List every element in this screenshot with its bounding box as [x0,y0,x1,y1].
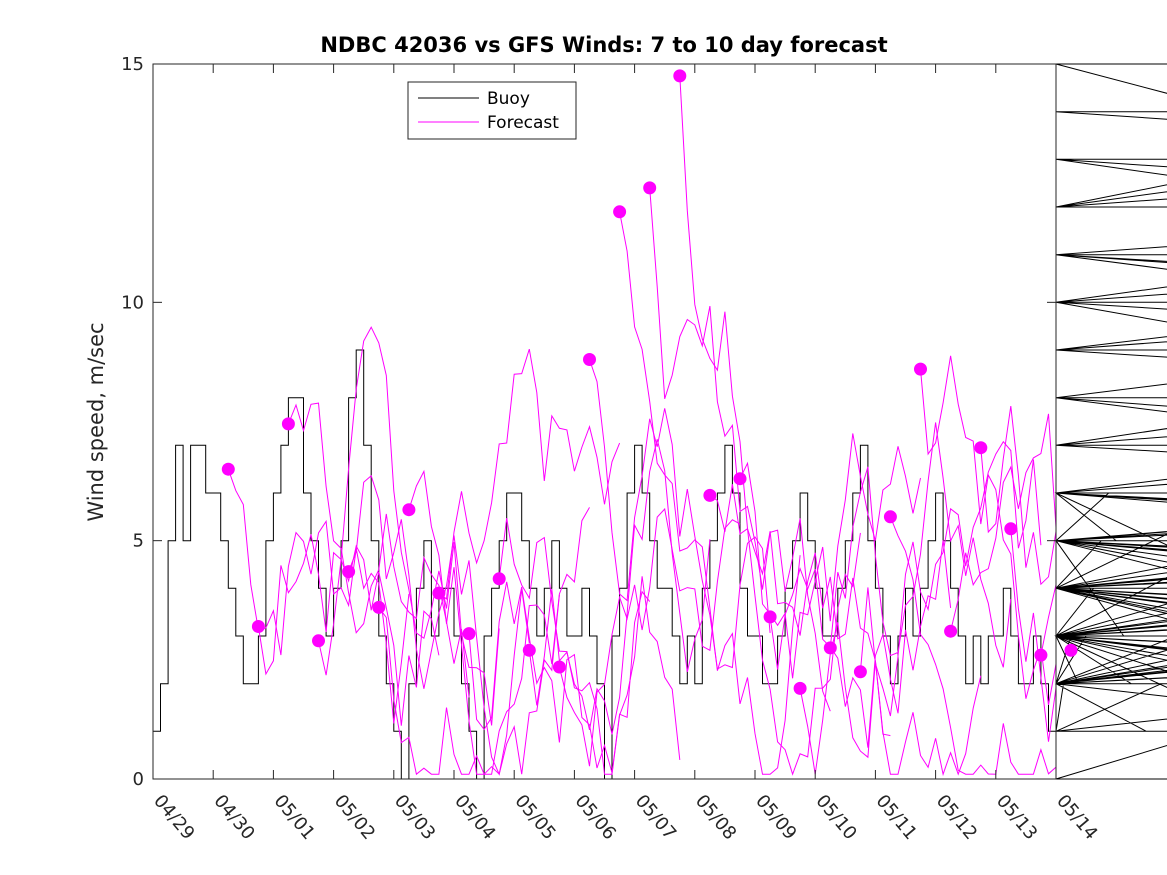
forecast-series [227,75,1057,777]
legend: Buoy Forecast [407,81,577,140]
forecast-line [589,359,771,670]
forecast-marker [221,462,235,476]
forecast-line [920,355,1057,705]
forecast-marker [613,205,627,219]
forecast-marker [492,572,506,586]
legend-forecast-label: Forecast [487,113,559,133]
forecast-line [709,484,891,737]
buoy-line [153,63,1167,780]
forecast-marker [432,586,446,600]
forecast-line [950,413,1057,632]
forecast-line [378,594,560,776]
forecast-line [1010,528,1057,742]
forecast-line [408,469,590,775]
forecast-marker [944,624,958,638]
forecast-line [438,348,621,600]
forecast-line [829,422,1012,668]
forecast-line [318,326,500,726]
forecast-marker [552,660,566,674]
forecast-marker [914,362,927,376]
forecast-marker [1034,648,1048,662]
forecast-marker [372,600,386,614]
forecast-line [649,187,831,712]
y-tick-label: 10 [121,292,144,313]
plot-frame [152,63,1057,780]
forecast-line [619,211,801,775]
forecast-marker [312,634,325,648]
forecast-marker [462,627,476,641]
forecast-line [257,534,440,726]
forecast-marker [883,510,897,524]
forecast-markers [221,69,1078,695]
y-tick-label: 0 [133,769,144,790]
forecast-marker [251,620,265,633]
y-axis-label: Wind speed, m/sec [84,322,108,521]
forecast-marker [763,610,777,624]
forecast-marker [342,565,356,579]
forecast-marker [583,353,596,366]
forecast-line [287,402,470,698]
forecast-marker [703,488,717,502]
forecast-marker [733,472,747,486]
forecast-marker [974,441,988,455]
forecast-line [889,516,1057,775]
forecast-marker [1064,643,1078,657]
buoy-series [153,63,1167,780]
chart-title: NDBC 42036 vs GFS Winds: 7 to 10 day for… [320,33,887,57]
forecast-line [498,518,681,775]
forecast-marker [793,681,807,695]
forecast-marker [643,181,657,195]
forecast-marker [1004,522,1018,536]
forecast-line [980,406,1057,586]
forecast-marker [853,665,867,679]
forecast-line [769,540,952,748]
legend-buoy-label: Buoy [487,89,530,109]
forecast-line [679,75,861,776]
forecast-line [1040,584,1057,656]
forecast-marker [402,503,416,517]
legend-box [407,81,577,140]
forecast-marker [673,69,687,83]
forecast-marker [281,417,295,431]
forecast-marker [823,641,837,655]
y-tick-label: 15 [121,54,144,75]
forecast-line [558,507,741,767]
forecast-line [859,440,1042,717]
y-tick-label: 5 [133,531,144,552]
forecast-marker [522,643,536,657]
